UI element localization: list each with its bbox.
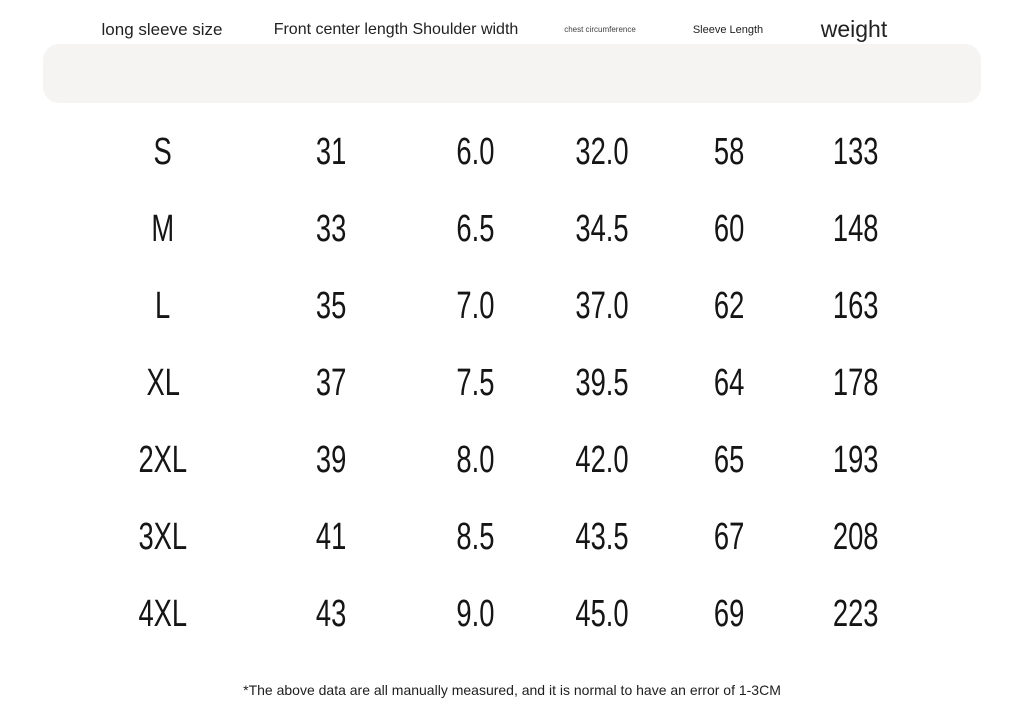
sleeve-length-value: 64 <box>713 361 745 404</box>
table-row-l: L 35 7.0 37.0 62 163 <box>85 267 929 344</box>
front-center-length-value: 41 <box>315 515 347 558</box>
table-row-xl: XL 37 7.5 39.5 64 178 <box>85 344 929 421</box>
shoulder-width-value: 6.5 <box>455 207 495 250</box>
chest-circumference-value: 45.0 <box>575 592 629 635</box>
sleeve-length-value: 58 <box>713 130 745 173</box>
size-label: L <box>155 284 171 327</box>
sleeve-length-value: 65 <box>713 438 745 481</box>
shoulder-width-value: 9.0 <box>455 592 495 635</box>
size-label: 3XL <box>138 515 188 558</box>
table-row-3xl: 3XL 41 8.5 43.5 67 208 <box>85 498 929 575</box>
sleeve-length-value: 69 <box>713 592 745 635</box>
chest-circumference-value: 43.5 <box>575 515 629 558</box>
table-header-band <box>43 44 981 103</box>
weight-value: 178 <box>833 361 879 404</box>
header-sleeve-length: Sleeve Length <box>692 23 764 36</box>
header-chest-circumference: chest circumference <box>564 25 636 34</box>
weight-value: 133 <box>833 130 879 173</box>
chest-circumference-value: 37.0 <box>575 284 629 327</box>
header-size-column: long sleeve size <box>101 19 223 39</box>
front-center-length-value: 35 <box>315 284 347 327</box>
size-label: 2XL <box>138 438 188 481</box>
front-center-length-value: 37 <box>315 361 347 404</box>
shoulder-width-value: 7.5 <box>455 361 495 404</box>
table-row-s: S 31 6.0 32.0 58 133 <box>85 113 929 190</box>
table-row-2xl: 2XL 39 8.0 42.0 65 193 <box>85 421 929 498</box>
shoulder-width-value: 8.5 <box>455 515 495 558</box>
measurement-disclaimer: *The above data are all manually measure… <box>243 682 781 698</box>
size-label: 4XL <box>138 592 188 635</box>
size-label: M <box>151 207 175 250</box>
size-label: S <box>153 130 173 173</box>
size-label: XL <box>146 361 180 404</box>
front-center-length-value: 39 <box>315 438 347 481</box>
weight-value: 208 <box>833 515 879 558</box>
header-front-length-shoulder-width: Front center length Shoulder width <box>273 20 519 38</box>
chest-circumference-value: 42.0 <box>575 438 629 481</box>
shoulder-width-value: 6.0 <box>455 130 495 173</box>
table-row-m: M 33 6.5 34.5 60 148 <box>85 190 929 267</box>
front-center-length-value: 33 <box>315 207 347 250</box>
shoulder-width-value: 7.0 <box>455 284 495 327</box>
front-center-length-value: 31 <box>315 130 347 173</box>
chest-circumference-value: 39.5 <box>575 361 629 404</box>
header-weight: weight <box>820 16 888 42</box>
weight-value: 223 <box>833 592 879 635</box>
chest-circumference-value: 32.0 <box>575 130 629 173</box>
sleeve-length-value: 60 <box>713 207 745 250</box>
size-table-body: S 31 6.0 32.0 58 133 M 33 6.5 34.5 60 14… <box>85 113 929 652</box>
weight-value: 193 <box>833 438 879 481</box>
shoulder-width-value: 8.0 <box>455 438 495 481</box>
sleeve-length-value: 67 <box>713 515 745 558</box>
weight-value: 163 <box>833 284 879 327</box>
weight-value: 148 <box>833 207 879 250</box>
chest-circumference-value: 34.5 <box>575 207 629 250</box>
table-row-4xl: 4XL 43 9.0 45.0 69 223 <box>85 575 929 652</box>
sleeve-length-value: 62 <box>713 284 745 327</box>
front-center-length-value: 43 <box>315 592 347 635</box>
